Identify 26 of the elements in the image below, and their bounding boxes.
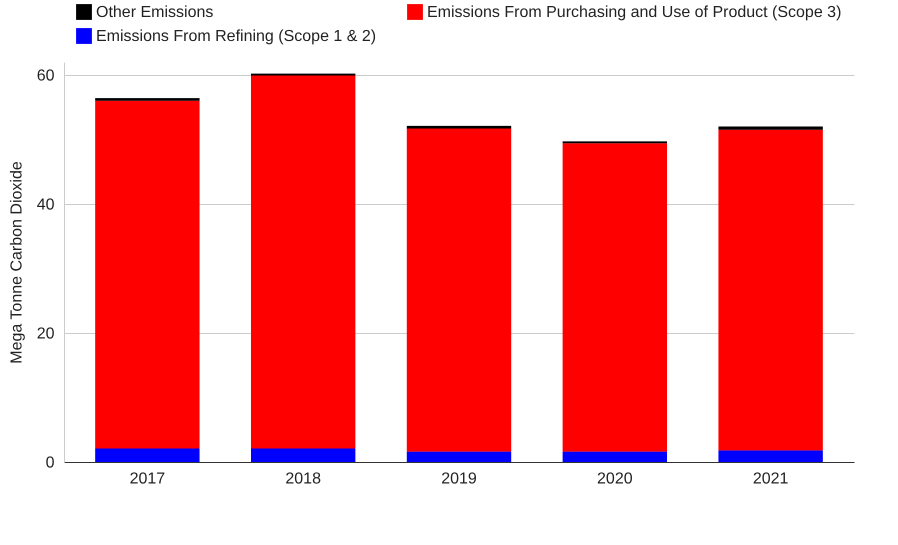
bar [406,452,512,462]
x-tick-label: 2019 [441,470,477,488]
bar [562,143,668,452]
legend-label: Other Emissions [96,4,214,21]
bar [718,126,823,130]
legend-label: Emissions From Purchasing and Use of Product (Scope 3) [427,4,842,21]
y-tick-label: 0 [46,454,55,472]
bar [250,448,356,462]
bar [406,126,512,128]
bar [95,100,200,448]
bar [718,130,823,450]
x-tick-label: 2017 [130,470,166,488]
y-axis-title: Mega Tonne Carbon Dioxide [8,161,26,364]
x-tick-label: 2018 [285,470,322,488]
bar [406,128,512,452]
bar [718,450,823,462]
bar [95,98,200,101]
bar [562,452,668,462]
y-tick-label: 40 [36,196,55,214]
y-tick-label: 20 [36,325,55,342]
x-tick-label: 2021 [752,470,789,488]
y-tick-label: 60 [36,67,55,84]
bar [95,448,200,462]
legend-label: Emissions From Refining (Scope 1 & 2) [96,28,376,45]
x-tick-label: 2020 [597,470,633,488]
bar [250,76,356,448]
